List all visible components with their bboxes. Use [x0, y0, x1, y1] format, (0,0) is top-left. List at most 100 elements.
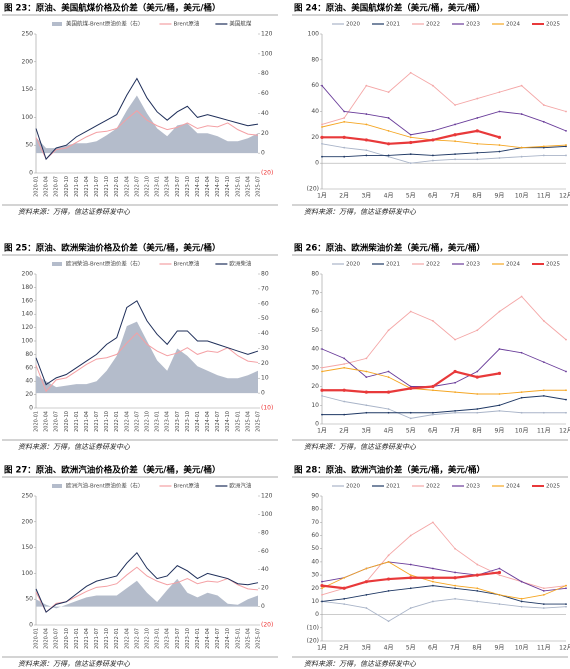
x-tick-label: 6月	[428, 428, 438, 435]
point	[365, 357, 368, 360]
y-tick-label: 0	[29, 622, 33, 629]
point	[520, 396, 523, 399]
point	[565, 584, 567, 587]
series-line	[321, 72, 567, 125]
point	[321, 394, 323, 397]
y-tick-label: 140	[22, 311, 34, 318]
x-tick-label: 2025-07	[256, 628, 262, 649]
point	[342, 586, 346, 590]
point	[432, 84, 434, 87]
point	[498, 393, 501, 395]
point	[343, 110, 346, 113]
x-tick-label: 2020-01	[34, 628, 40, 649]
series-line	[321, 295, 567, 369]
x-tick-label: 1月	[317, 645, 327, 652]
series-line	[321, 585, 566, 605]
y2-tick-label: 10	[261, 375, 269, 382]
point	[409, 607, 412, 609]
series-line	[35, 332, 259, 393]
x-tick-label: 2025-01	[235, 411, 241, 432]
series-line	[321, 395, 566, 419]
point	[365, 123, 368, 126]
point	[320, 584, 324, 588]
point	[409, 574, 412, 576]
x-tick-label: 2022-04	[124, 628, 130, 649]
point	[498, 409, 501, 412]
point	[343, 120, 346, 123]
x-tick-label: 9月	[495, 645, 505, 652]
point	[320, 388, 324, 392]
point	[365, 370, 368, 373]
point	[476, 411, 479, 414]
x-tick-label: 2025-01	[235, 176, 241, 197]
y2-tick-label: 40	[261, 110, 269, 117]
legend-label: 2022	[426, 22, 440, 28]
y2-tick-label: (20)	[261, 170, 273, 177]
point	[498, 404, 501, 407]
point	[432, 159, 434, 162]
x-tick-label: 2024-07	[215, 176, 221, 197]
series-line	[35, 300, 259, 386]
legend-label: 欧洲汽油-Brent原油价差（右）	[66, 482, 143, 490]
y-tick-label: 40	[311, 346, 319, 353]
y-tick-label: 120	[22, 324, 34, 331]
point	[476, 329, 479, 332]
y-tick-label: 0	[29, 170, 33, 177]
spread-area	[36, 95, 258, 154]
point	[476, 600, 479, 603]
point	[542, 120, 545, 123]
point	[409, 587, 412, 590]
y-tick-label: 30	[311, 572, 319, 579]
point	[321, 593, 323, 596]
point	[364, 580, 368, 584]
point	[498, 574, 501, 576]
point	[343, 576, 346, 579]
point	[542, 590, 545, 592]
legend-label: 欧洲柴油	[229, 260, 252, 268]
point	[498, 150, 501, 153]
x-tick-label: 12月	[559, 645, 570, 652]
point	[565, 370, 567, 373]
y-tick-label: 200	[22, 518, 34, 525]
legend-label: 2020	[346, 22, 360, 28]
point	[520, 600, 523, 603]
y2-tick-label: 100	[261, 50, 273, 57]
legend-label: 2025	[546, 484, 560, 490]
y-tick-label: 0	[315, 611, 319, 618]
source-note: 资料来源：万得，信达证券研发中心	[304, 443, 417, 451]
legend-label: 2024	[506, 262, 520, 268]
point	[476, 142, 479, 145]
x-tick-label: 2021-01	[74, 411, 80, 432]
y-tick-label: 40	[311, 558, 319, 565]
y-tick-label: 100	[22, 114, 34, 121]
point	[454, 597, 456, 600]
point	[365, 376, 368, 379]
x-tick-label: 2025-07	[256, 176, 262, 197]
x-tick-label: 2021-01	[74, 176, 80, 197]
point	[565, 605, 567, 608]
point	[498, 310, 501, 313]
x-tick-label: 2020-10	[64, 411, 70, 432]
y-tick-label: 150	[22, 86, 34, 93]
point	[386, 390, 391, 394]
point	[542, 154, 545, 157]
y-tick-label: 50	[311, 327, 319, 334]
point	[387, 154, 390, 157]
point	[432, 600, 434, 603]
point	[454, 571, 456, 574]
point	[520, 113, 523, 115]
legend-label: 2020	[346, 484, 360, 490]
legend-label: 2025	[546, 262, 560, 268]
x-tick-label: 12月	[559, 428, 570, 435]
x-tick-label: 3月	[361, 193, 371, 200]
legend-label: 2024	[506, 484, 520, 490]
y2-tick-label: (20)	[261, 622, 273, 629]
figure-title: 图 27：原油、欧洲汽油价格及价差（美元/桶，美元/桶）	[4, 465, 221, 476]
x-tick-label: 2021-10	[104, 176, 110, 197]
point	[387, 620, 390, 623]
x-tick-label: 2023-10	[185, 176, 191, 197]
point	[321, 142, 323, 145]
point	[409, 534, 412, 537]
point	[387, 155, 390, 158]
y-tick-label: 250	[22, 493, 34, 500]
